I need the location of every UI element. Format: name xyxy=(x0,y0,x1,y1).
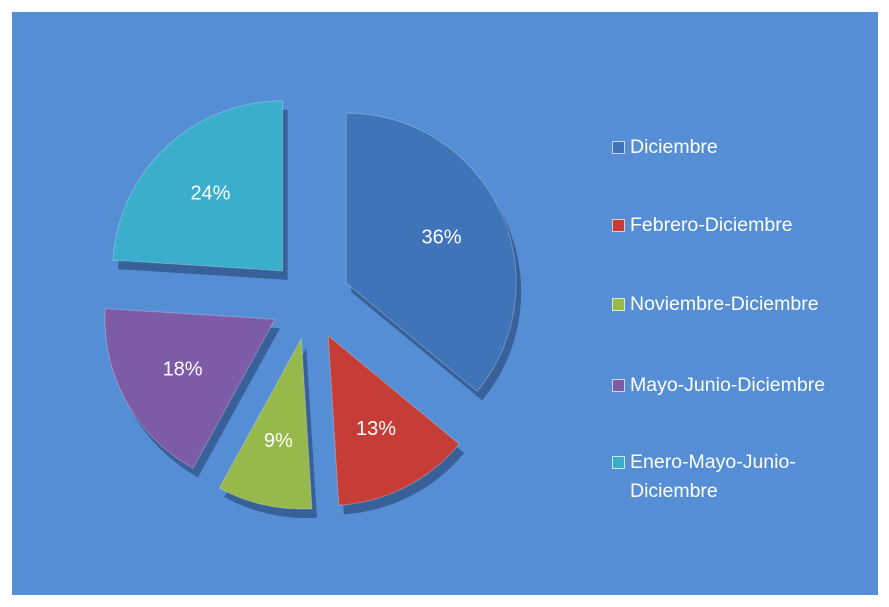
legend-swatch xyxy=(612,456,625,469)
data-label: 13% xyxy=(356,418,396,440)
legend-label: Enero-Mayo-Junio-Diciembre xyxy=(630,451,796,502)
legend-swatch xyxy=(612,141,625,154)
slice xyxy=(327,334,460,506)
legend-entry: Febrero-Diciembre xyxy=(612,211,874,240)
data-label: 24% xyxy=(190,182,230,204)
legend-entry: Enero-Mayo-Junio-Diciembre xyxy=(612,448,874,506)
legend-entry: Noviembre-Diciembre xyxy=(612,290,874,319)
data-label: 36% xyxy=(422,226,462,248)
legend-label: Diciembre xyxy=(630,136,718,158)
slice xyxy=(112,100,284,272)
legend-label: Noviembre-Diciembre xyxy=(630,293,819,315)
legend-swatch xyxy=(612,219,625,232)
legend-swatch xyxy=(612,298,625,311)
legend-entry: Mayo-Junio-Diciembre xyxy=(612,371,874,400)
slice xyxy=(104,308,276,469)
legend-label: Mayo-Junio-Diciembre xyxy=(630,374,826,396)
slice xyxy=(345,112,517,393)
legend-swatch xyxy=(612,379,625,392)
slice xyxy=(218,337,313,510)
data-label: 18% xyxy=(163,358,203,380)
legend-label: Febrero-Diciembre xyxy=(630,214,793,236)
legend-entry: Diciembre xyxy=(612,133,874,162)
data-label: 9% xyxy=(264,430,293,452)
